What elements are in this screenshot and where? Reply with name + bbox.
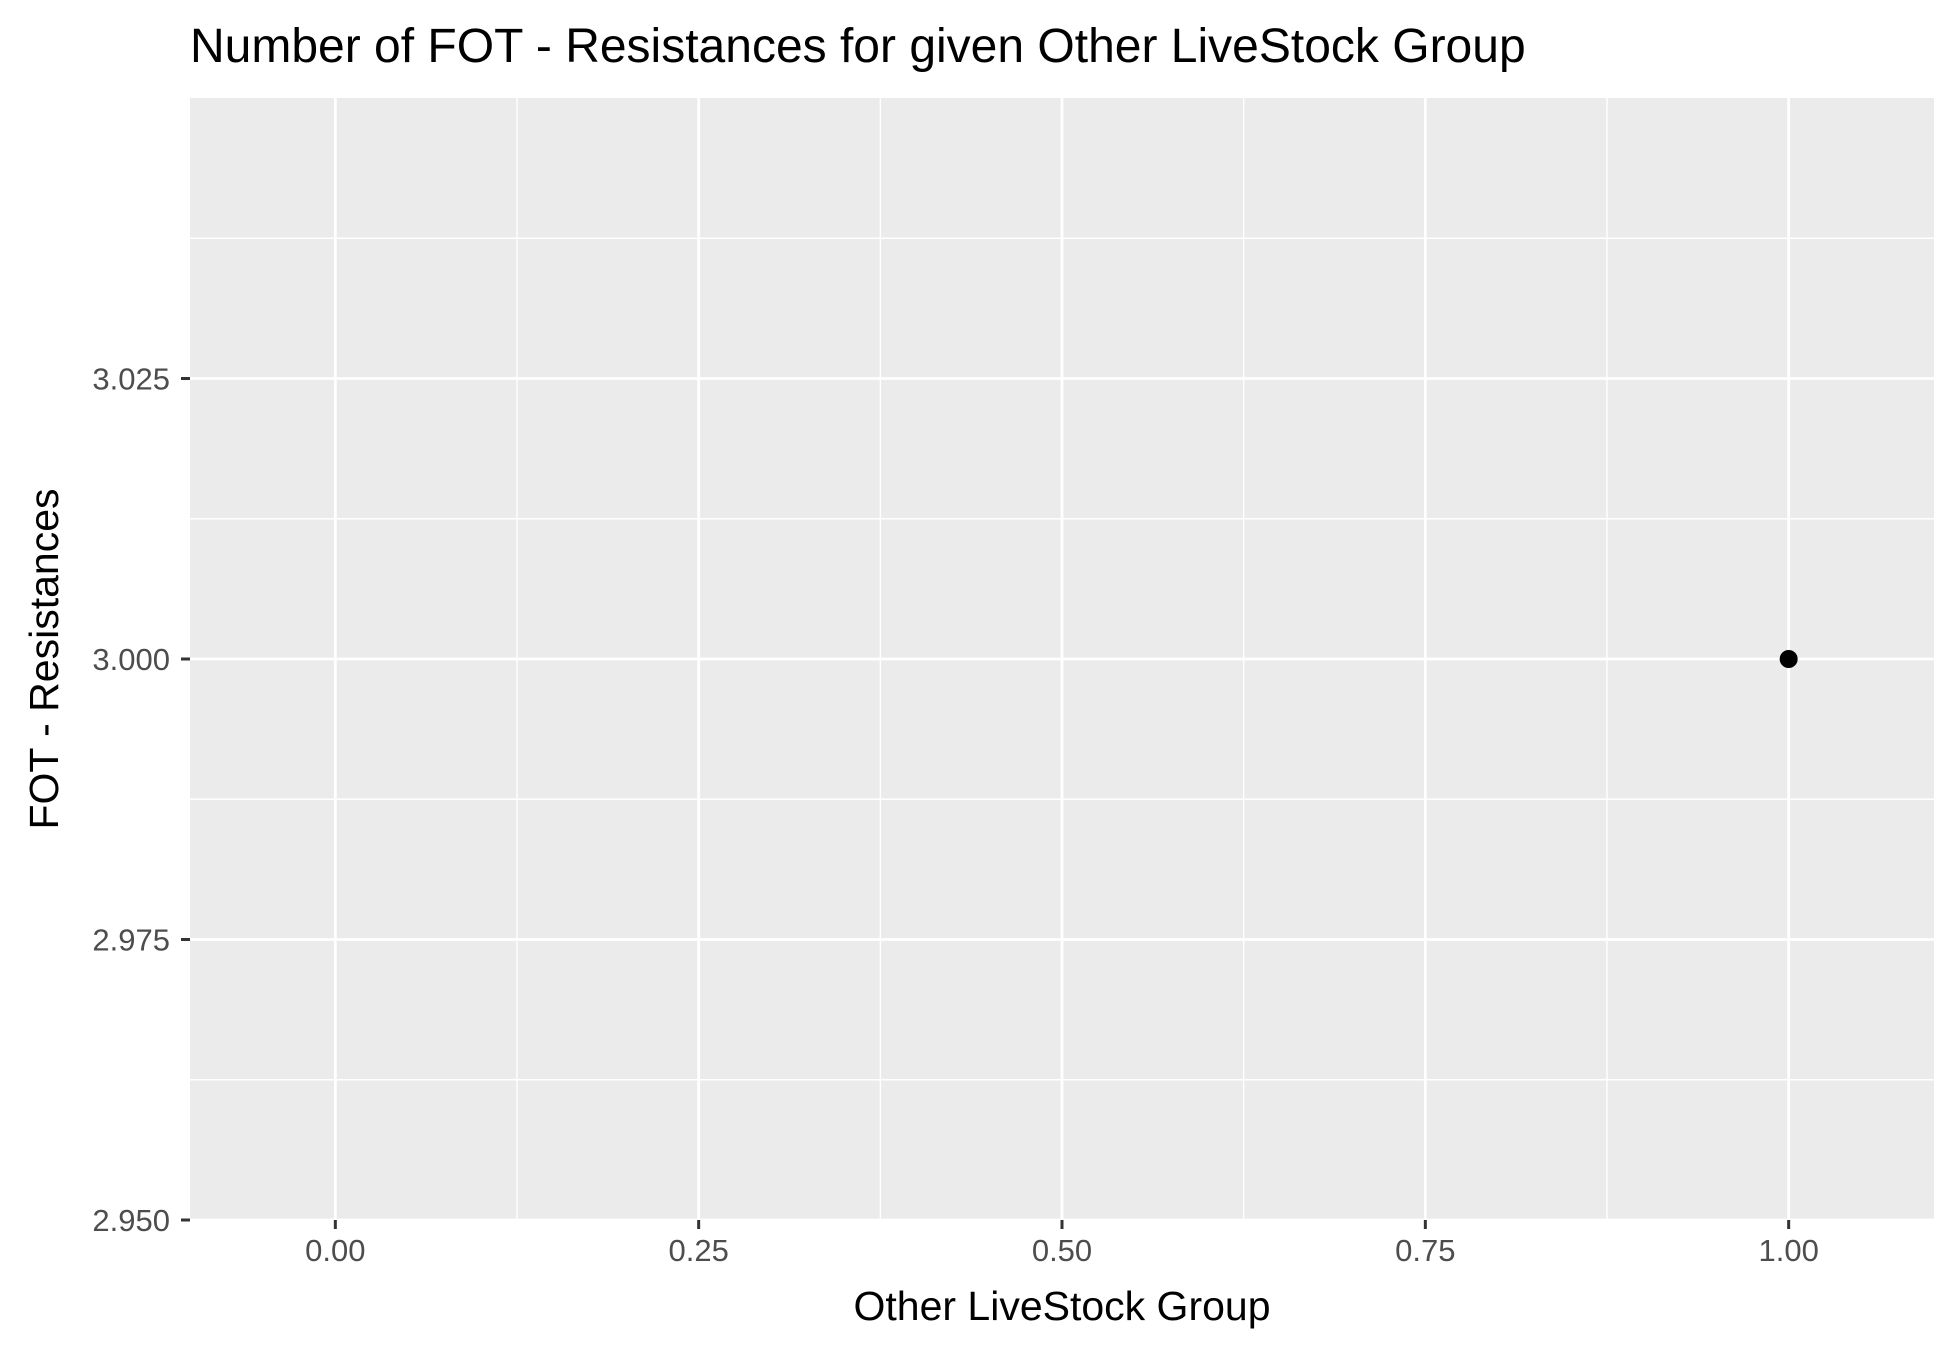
x-tick-label: 1.00 [1758, 1233, 1818, 1268]
y-tick-label: 2.950 [92, 1203, 170, 1238]
chart-title: Number of FOT - Resistances for given Ot… [190, 20, 1526, 73]
y-tick-label: 3.025 [92, 362, 170, 397]
y-tick-label: 2.975 [92, 923, 170, 958]
x-axis-ticks: 0.00 0.25 0.50 0.75 1.00 [305, 1220, 1819, 1268]
x-tick-label: 0.75 [1395, 1233, 1455, 1268]
x-tick-label: 0.25 [668, 1233, 728, 1268]
y-axis-ticks: 2.950 2.975 3.000 3.025 [92, 362, 190, 1238]
x-tick-label: 0.00 [305, 1233, 365, 1268]
data-points [1779, 650, 1798, 668]
x-tick-label: 0.50 [1032, 1233, 1092, 1268]
y-axis-title: FOT - Resistances [21, 489, 67, 830]
y-tick-label: 3.000 [92, 642, 170, 677]
x-axis-title: Other LiveStock Group [853, 1283, 1270, 1329]
data-point [1779, 650, 1798, 668]
